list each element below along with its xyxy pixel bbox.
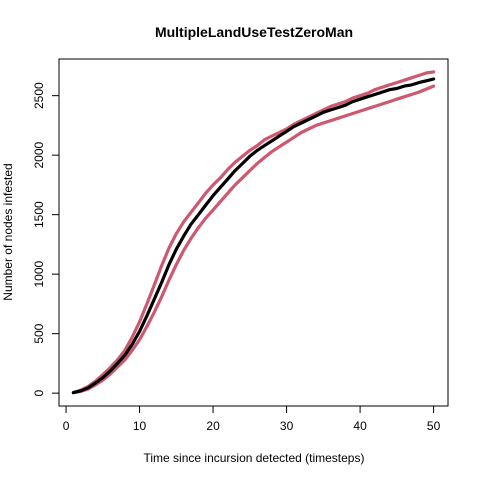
y-tick-label: 1500 (32, 201, 46, 228)
series-layer (71, 70, 436, 395)
x-axis: 0 10 20 30 40 50 (63, 405, 441, 433)
x-tick-label: 50 (427, 419, 441, 433)
plot-area-frame (58, 58, 449, 407)
series-line-2 (71, 84, 436, 395)
x-tick-label: 40 (353, 419, 367, 433)
chart-title: MultipleLandUseTestZeroMan (155, 24, 353, 40)
y-tick-label: 1000 (32, 260, 46, 287)
y-axis: 0 500 1000 1500 2000 2500 (32, 82, 60, 396)
y-tick-label: 2500 (32, 82, 46, 109)
x-tick-label: 30 (280, 419, 294, 433)
y-tick-label: 0 (32, 389, 46, 396)
x-tick-label: 0 (63, 419, 70, 433)
x-axis-label: Time since incursion detected (timesteps… (144, 451, 365, 465)
y-axis-label: Number of nodes infested (1, 163, 15, 300)
y-tick-label: 2000 (32, 141, 46, 168)
x-tick-label: 10 (133, 419, 147, 433)
series-line-1 (71, 70, 436, 395)
series-line-0 (71, 77, 436, 395)
x-tick-label: 20 (206, 419, 220, 433)
y-tick-label: 500 (32, 323, 46, 343)
